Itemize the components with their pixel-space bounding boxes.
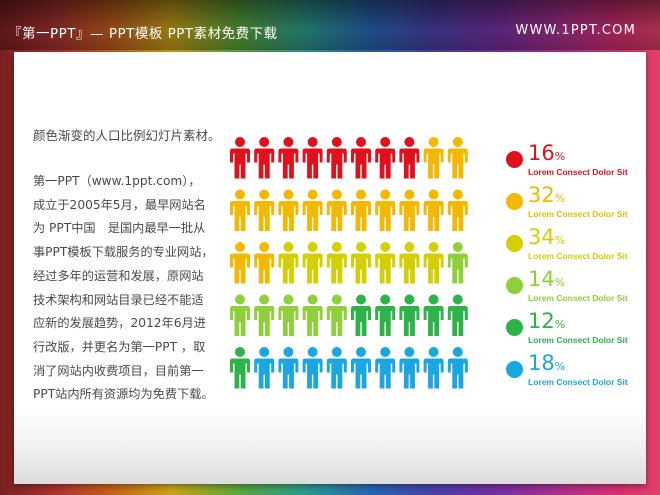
person-icon bbox=[230, 347, 250, 389]
slide-body-text: 第一PPT（www.1ppt.com）， 成立于2005年5月，最早网站名 为 … bbox=[33, 170, 223, 407]
body-line: 技术架构和网站目录已经不能适 bbox=[33, 292, 204, 307]
person-icon bbox=[351, 242, 371, 284]
person-icon bbox=[278, 347, 299, 389]
legend-dot-icon bbox=[506, 151, 523, 168]
legend-dot-icon bbox=[506, 193, 523, 210]
person-icon bbox=[302, 242, 323, 284]
person-icon bbox=[278, 137, 299, 179]
header-title: 『第一PPT』— PPT模板 PPT素材免费下载 bbox=[8, 26, 278, 42]
person-icon bbox=[230, 189, 250, 231]
person-icon bbox=[399, 242, 420, 284]
slide-intro-text: 颜色渐变的人口比例幻灯片素材。 bbox=[33, 128, 221, 143]
slide-canvas bbox=[14, 52, 646, 484]
person-icon bbox=[230, 294, 250, 336]
person-icon bbox=[423, 294, 444, 336]
body-line: 为 PPT中国 是国内最早一批从 bbox=[33, 221, 206, 236]
person-icon bbox=[278, 189, 299, 231]
person-icon bbox=[351, 137, 371, 179]
person-icon bbox=[399, 347, 420, 389]
person-icon bbox=[230, 137, 250, 179]
person-icon bbox=[302, 137, 323, 179]
legend-item: 18% Lorem Consect Dolor Sit bbox=[506, 351, 646, 394]
legend-percent: 34% bbox=[528, 225, 566, 249]
person-icon bbox=[447, 137, 468, 179]
body-line: 成立于2005年5月，最早网站名 bbox=[33, 197, 206, 212]
body-line: 消了网站内收费项目，目前第一 bbox=[33, 363, 204, 378]
person-icon bbox=[254, 137, 275, 179]
legend-label: Lorem Consect Dolor Sit bbox=[528, 209, 628, 219]
person-icon bbox=[351, 189, 371, 231]
legend-label: Lorem Consect Dolor Sit bbox=[528, 377, 628, 387]
legend-percent: 32% bbox=[528, 183, 566, 207]
person-icon bbox=[351, 347, 371, 389]
legend-label: Lorem Consect Dolor Sit bbox=[528, 335, 628, 345]
body-line: PPT站内所有资源均为免费下载。 bbox=[33, 387, 214, 402]
header-site-url[interactable]: WWW.1PPT.COM bbox=[515, 23, 636, 38]
person-icon bbox=[351, 294, 371, 336]
person-icon bbox=[375, 242, 396, 284]
person-icon bbox=[326, 242, 347, 284]
person-icon bbox=[326, 137, 347, 179]
person-icon bbox=[447, 347, 468, 389]
person-icon bbox=[399, 137, 420, 179]
person-icon bbox=[375, 347, 396, 389]
person-icon bbox=[375, 137, 396, 179]
legend-item: 32% Lorem Consect Dolor Sit bbox=[506, 183, 646, 226]
legend-label: Lorem Consect Dolor Sit bbox=[528, 293, 628, 303]
person-icon bbox=[254, 294, 275, 336]
person-icon bbox=[326, 189, 347, 231]
body-line: 应新的发展趋势，2012年6月进 bbox=[33, 316, 206, 331]
header-bar: 『第一PPT』— PPT模板 PPT素材免费下载 WWW.1PPT.COM bbox=[0, 0, 660, 50]
person-icon bbox=[423, 189, 444, 231]
person-icon bbox=[399, 189, 420, 231]
person-icon bbox=[230, 242, 250, 284]
person-icon bbox=[423, 242, 444, 284]
person-icon bbox=[447, 294, 468, 336]
legend-item: 34% Lorem Consect Dolor Sit bbox=[506, 225, 646, 268]
legend-item: 16% Lorem Consect Dolor Sit bbox=[506, 141, 646, 184]
legend-dot-icon bbox=[506, 361, 523, 378]
person-icon bbox=[254, 242, 275, 284]
person-icon bbox=[399, 294, 420, 336]
legend-dot-icon bbox=[506, 235, 523, 252]
legend-label: Lorem Consect Dolor Sit bbox=[528, 167, 628, 177]
body-line: 行改版，并更名为第一PPT ，取 bbox=[33, 339, 206, 354]
person-icon bbox=[278, 242, 299, 284]
person-icon bbox=[254, 189, 275, 231]
person-icon bbox=[254, 347, 275, 389]
legend-percent: 12% bbox=[528, 309, 566, 333]
person-icon bbox=[278, 294, 299, 336]
person-icon bbox=[375, 189, 396, 231]
person-icon bbox=[326, 294, 347, 336]
body-line: 第一PPT（www.1ppt.com）， bbox=[33, 174, 201, 188]
legend-percent: 18% bbox=[528, 351, 566, 375]
person-icon bbox=[423, 347, 444, 389]
person-icon bbox=[375, 294, 396, 336]
body-line: 事PPT模板下载服务的专业网站， bbox=[33, 245, 214, 260]
legend-dot-icon bbox=[506, 277, 523, 294]
legend-percent: 14% bbox=[528, 267, 566, 291]
person-icon bbox=[302, 347, 323, 389]
legend-item: 12% Lorem Consect Dolor Sit bbox=[506, 309, 646, 352]
person-icon bbox=[302, 294, 323, 336]
legend-dot-icon bbox=[506, 319, 523, 336]
person-icon bbox=[447, 189, 468, 231]
person-icon bbox=[326, 347, 347, 389]
person-icon bbox=[423, 137, 444, 179]
person-icon bbox=[302, 189, 323, 231]
legend-item: 14% Lorem Consect Dolor Sit bbox=[506, 267, 646, 310]
body-line: 经过多年的运营和发展，原网站 bbox=[33, 268, 204, 283]
legend-percent: 16% bbox=[528, 141, 566, 165]
legend-label: Lorem Consect Dolor Sit bbox=[528, 251, 628, 261]
person-icon bbox=[447, 242, 468, 284]
